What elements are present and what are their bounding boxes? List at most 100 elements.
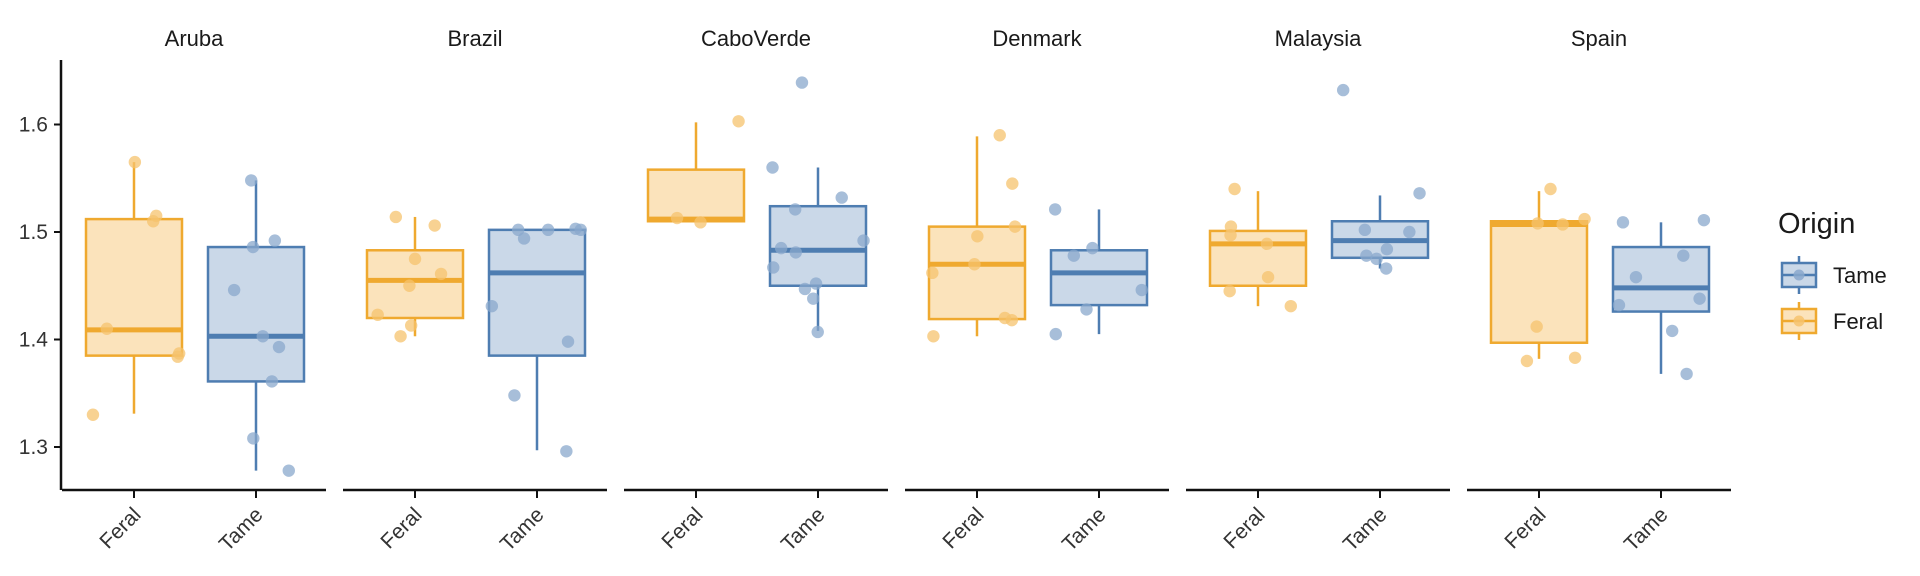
- facet-panel-denmark: Denmark Feral Tame: [905, 26, 1169, 556]
- data-point: [100, 322, 114, 335]
- data-point: [767, 261, 780, 274]
- y-tick-label: 1.5: [19, 221, 48, 244]
- legend-entry-feral: Feral: [1780, 302, 1883, 340]
- data-point: [1261, 270, 1275, 284]
- data-point: [560, 445, 573, 458]
- data-point: [517, 232, 531, 245]
- box-feral: [1489, 182, 1591, 368]
- legend-key-point: [1793, 269, 1805, 281]
- data-point: [485, 299, 499, 313]
- data-point: [927, 330, 940, 343]
- data-point: [404, 319, 418, 332]
- data-point: [408, 252, 422, 266]
- data-point: [1336, 83, 1350, 97]
- data-point: [1370, 252, 1383, 266]
- box-iqr: [487, 228, 587, 357]
- data-point: [1284, 299, 1297, 313]
- data-point: [971, 230, 984, 243]
- box-tame: [1611, 213, 1711, 381]
- data-point: [811, 325, 824, 339]
- facet-title: Aruba: [165, 26, 224, 51]
- legend-entry-tame: Tame: [1780, 256, 1887, 294]
- data-point: [1006, 177, 1019, 190]
- data-point: [389, 210, 403, 224]
- data-point: [1665, 324, 1679, 338]
- data-point: [272, 340, 286, 354]
- data-point: [1008, 220, 1022, 233]
- box-tame: [485, 222, 587, 458]
- data-point: [371, 308, 384, 321]
- data-point: [245, 174, 258, 187]
- data-point: [1005, 313, 1019, 327]
- data-point: [766, 161, 779, 174]
- data-point: [670, 211, 684, 225]
- x-tick-label: Tame: [1620, 503, 1673, 556]
- x-tick-label: Tame: [215, 503, 268, 556]
- data-point: [1379, 262, 1393, 275]
- legend-key-point: [1793, 315, 1805, 327]
- data-point: [809, 277, 823, 290]
- data-point: [1067, 249, 1081, 262]
- data-point: [561, 335, 575, 348]
- x-tick-label: Feral: [376, 503, 426, 553]
- box-tame: [1330, 83, 1430, 275]
- data-point: [835, 191, 848, 204]
- x-tick-label: Tame: [1058, 503, 1111, 556]
- data-point: [857, 234, 870, 247]
- facet-title: Denmark: [992, 26, 1082, 51]
- data-point: [128, 155, 142, 169]
- box-feral: [365, 210, 465, 343]
- data-point: [1677, 249, 1690, 262]
- box-iqr: [1611, 245, 1711, 313]
- data-point: [1049, 327, 1062, 341]
- data-point: [268, 234, 282, 247]
- y-axis: 1.3 1.4 1.5 1.6: [19, 60, 63, 490]
- data-point: [694, 216, 707, 229]
- data-point: [1223, 284, 1236, 298]
- box-feral: [926, 129, 1027, 343]
- data-point: [1680, 367, 1693, 381]
- data-point: [968, 258, 981, 271]
- data-point: [798, 282, 812, 296]
- data-point: [1358, 223, 1372, 237]
- data-point: [1135, 283, 1148, 297]
- facet-title: Malaysia: [1275, 26, 1363, 51]
- y-tick-label: 1.3: [19, 436, 48, 459]
- data-point: [256, 330, 269, 343]
- box-feral: [84, 155, 186, 421]
- data-point: [434, 267, 448, 281]
- data-point: [1544, 182, 1557, 196]
- box-tame: [206, 174, 306, 477]
- facet-panel-caboverde: CaboVerde Feral Tame: [624, 26, 888, 556]
- data-point: [993, 129, 1006, 142]
- data-point: [86, 408, 100, 421]
- data-point: [265, 375, 279, 388]
- x-tick-label: Feral: [1500, 503, 1550, 553]
- x-tick-label: Tame: [777, 503, 830, 556]
- data-point: [428, 219, 441, 232]
- data-point: [1080, 303, 1093, 316]
- data-point: [246, 240, 260, 254]
- box-iqr: [646, 168, 746, 223]
- legend-label: Feral: [1833, 309, 1883, 334]
- data-point: [1616, 216, 1630, 229]
- box-feral: [1208, 182, 1308, 313]
- data-point: [1693, 292, 1706, 305]
- legend-title: Origin: [1778, 208, 1855, 240]
- data-point: [1086, 241, 1099, 255]
- facet-title: Brazil: [447, 26, 502, 51]
- facet-panel-malaysia: Malaysia Feral Tame: [1186, 26, 1450, 556]
- facet-title: Spain: [1571, 26, 1627, 51]
- data-point: [1228, 182, 1241, 196]
- y-tick-label: 1.6: [19, 114, 48, 137]
- box-iqr: [84, 217, 184, 357]
- x-tick-label: Tame: [496, 503, 549, 556]
- facet-title: CaboVerde: [701, 26, 811, 51]
- data-point: [150, 209, 163, 223]
- data-point: [569, 222, 582, 235]
- data-point: [1413, 187, 1426, 200]
- x-tick-label: Feral: [657, 503, 707, 553]
- data-point: [807, 292, 820, 305]
- data-point: [1520, 354, 1534, 368]
- box-tame: [766, 76, 870, 339]
